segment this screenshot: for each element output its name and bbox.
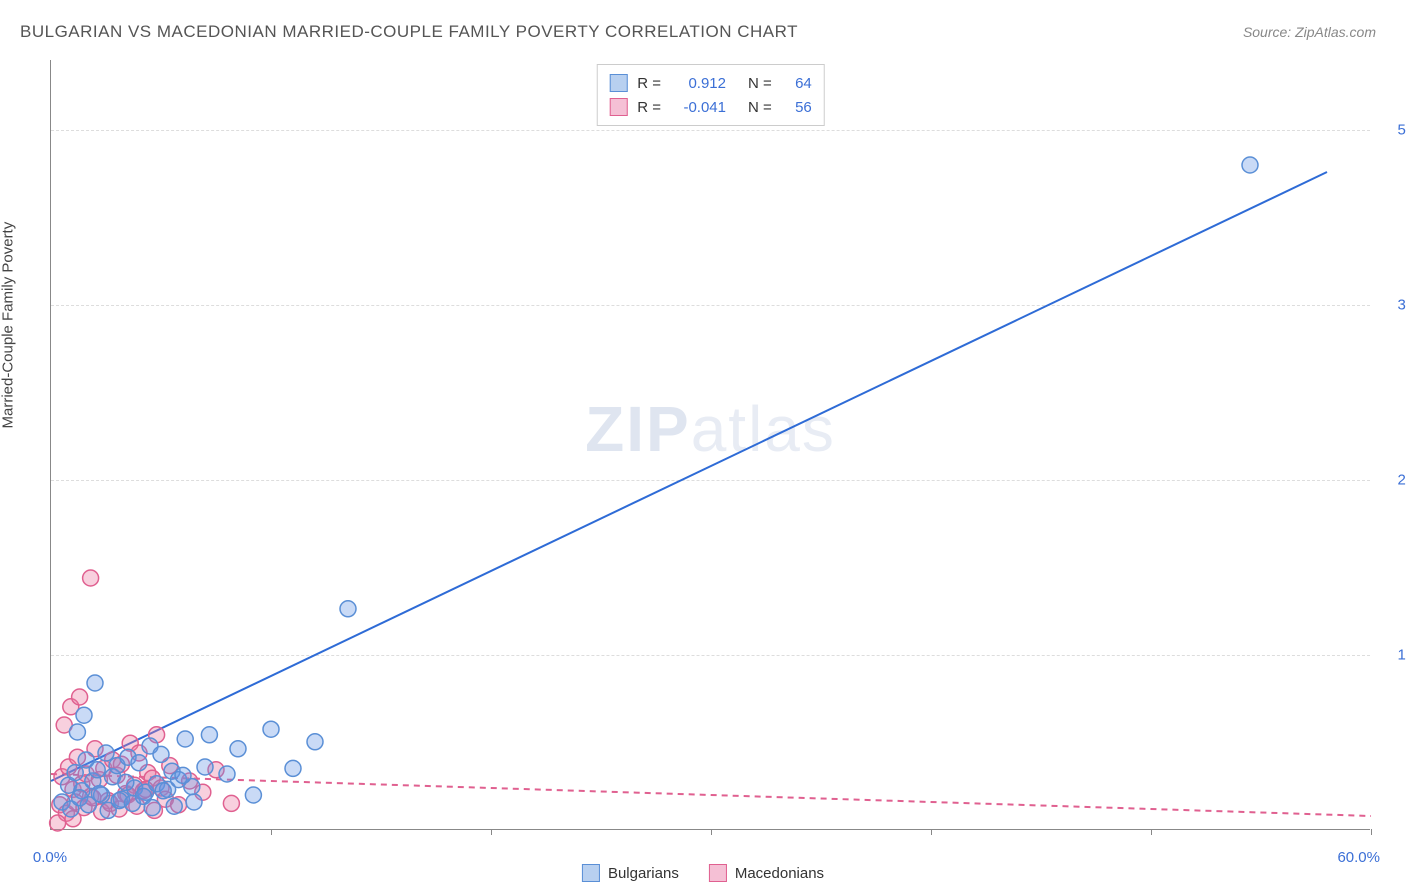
swatch-bulgarians-icon [609, 74, 627, 92]
legend-bottom: Bulgarians Macedonians [582, 864, 824, 882]
data-point-bulgarians [340, 601, 356, 617]
data-point-macedonians [83, 570, 99, 586]
data-point-bulgarians [245, 787, 261, 803]
data-point-macedonians [223, 795, 239, 811]
x-tick [1151, 829, 1152, 835]
y-tick-label: 25.0% [1380, 472, 1406, 489]
data-point-bulgarians [1242, 157, 1258, 173]
swatch-macedonians-icon [709, 864, 727, 882]
swatch-macedonians-icon [609, 98, 627, 116]
data-point-bulgarians [197, 759, 213, 775]
n-value-macedonians: 56 [782, 99, 812, 116]
data-point-bulgarians [177, 731, 193, 747]
x-tick [271, 829, 272, 835]
y-tick-label: 37.5% [1380, 297, 1406, 314]
y-tick-label: 12.5% [1380, 647, 1406, 664]
r-value-bulgarians: 0.912 [671, 75, 726, 92]
legend-item-bulgarians: Bulgarians [582, 864, 679, 882]
correlation-legend-box: R = 0.912 N = 64 R = -0.041 N = 56 [596, 64, 825, 126]
r-label: R = [637, 99, 661, 116]
n-label: N = [748, 75, 772, 92]
data-point-bulgarians [87, 675, 103, 691]
legend-item-macedonians: Macedonians [709, 864, 824, 882]
data-point-bulgarians [166, 798, 182, 814]
corr-row-bulgarians: R = 0.912 N = 64 [609, 71, 812, 95]
r-value-macedonians: -0.041 [671, 99, 726, 116]
x-tick [491, 829, 492, 835]
data-point-bulgarians [230, 741, 246, 757]
n-value-bulgarians: 64 [782, 75, 812, 92]
legend-label-macedonians: Macedonians [735, 865, 824, 882]
source-label: Source: ZipAtlas.com [1243, 24, 1376, 40]
legend-label-bulgarians: Bulgarians [608, 865, 679, 882]
chart-title: BULGARIAN VS MACEDONIAN MARRIED-COUPLE F… [20, 22, 798, 42]
data-point-bulgarians [67, 765, 83, 781]
data-point-bulgarians [307, 734, 323, 750]
x-axis-max-label: 60.0% [1337, 849, 1380, 866]
data-point-bulgarians [219, 766, 235, 782]
data-point-bulgarians [201, 727, 217, 743]
data-point-bulgarians [155, 783, 171, 799]
data-point-bulgarians [175, 767, 191, 783]
data-point-bulgarians [76, 707, 92, 723]
r-label: R = [637, 75, 661, 92]
data-point-bulgarians [98, 745, 114, 761]
n-label: N = [748, 99, 772, 116]
data-point-bulgarians [69, 724, 85, 740]
y-axis-label: Married-Couple Family Poverty [0, 222, 17, 429]
data-point-bulgarians [118, 774, 134, 790]
data-point-macedonians [50, 815, 66, 831]
data-point-bulgarians [263, 721, 279, 737]
swatch-bulgarians-icon [582, 864, 600, 882]
data-point-bulgarians [144, 800, 160, 816]
scatter-svg [51, 60, 1370, 829]
data-point-bulgarians [153, 746, 169, 762]
data-point-bulgarians [91, 786, 107, 802]
data-point-bulgarians [89, 762, 105, 778]
data-point-bulgarians [131, 755, 147, 771]
x-tick [931, 829, 932, 835]
corr-row-macedonians: R = -0.041 N = 56 [609, 95, 812, 119]
data-point-bulgarians [186, 794, 202, 810]
chart-plot-area: ZIPatlas 12.5%25.0%37.5%50.0% R = 0.912 … [50, 60, 1370, 830]
data-point-bulgarians [285, 760, 301, 776]
y-tick-label: 50.0% [1380, 122, 1406, 139]
x-tick [1371, 829, 1372, 835]
trend-line-bulgarians [51, 172, 1327, 781]
x-axis-min-label: 0.0% [33, 849, 67, 866]
x-tick [711, 829, 712, 835]
data-point-macedonians [72, 689, 88, 705]
